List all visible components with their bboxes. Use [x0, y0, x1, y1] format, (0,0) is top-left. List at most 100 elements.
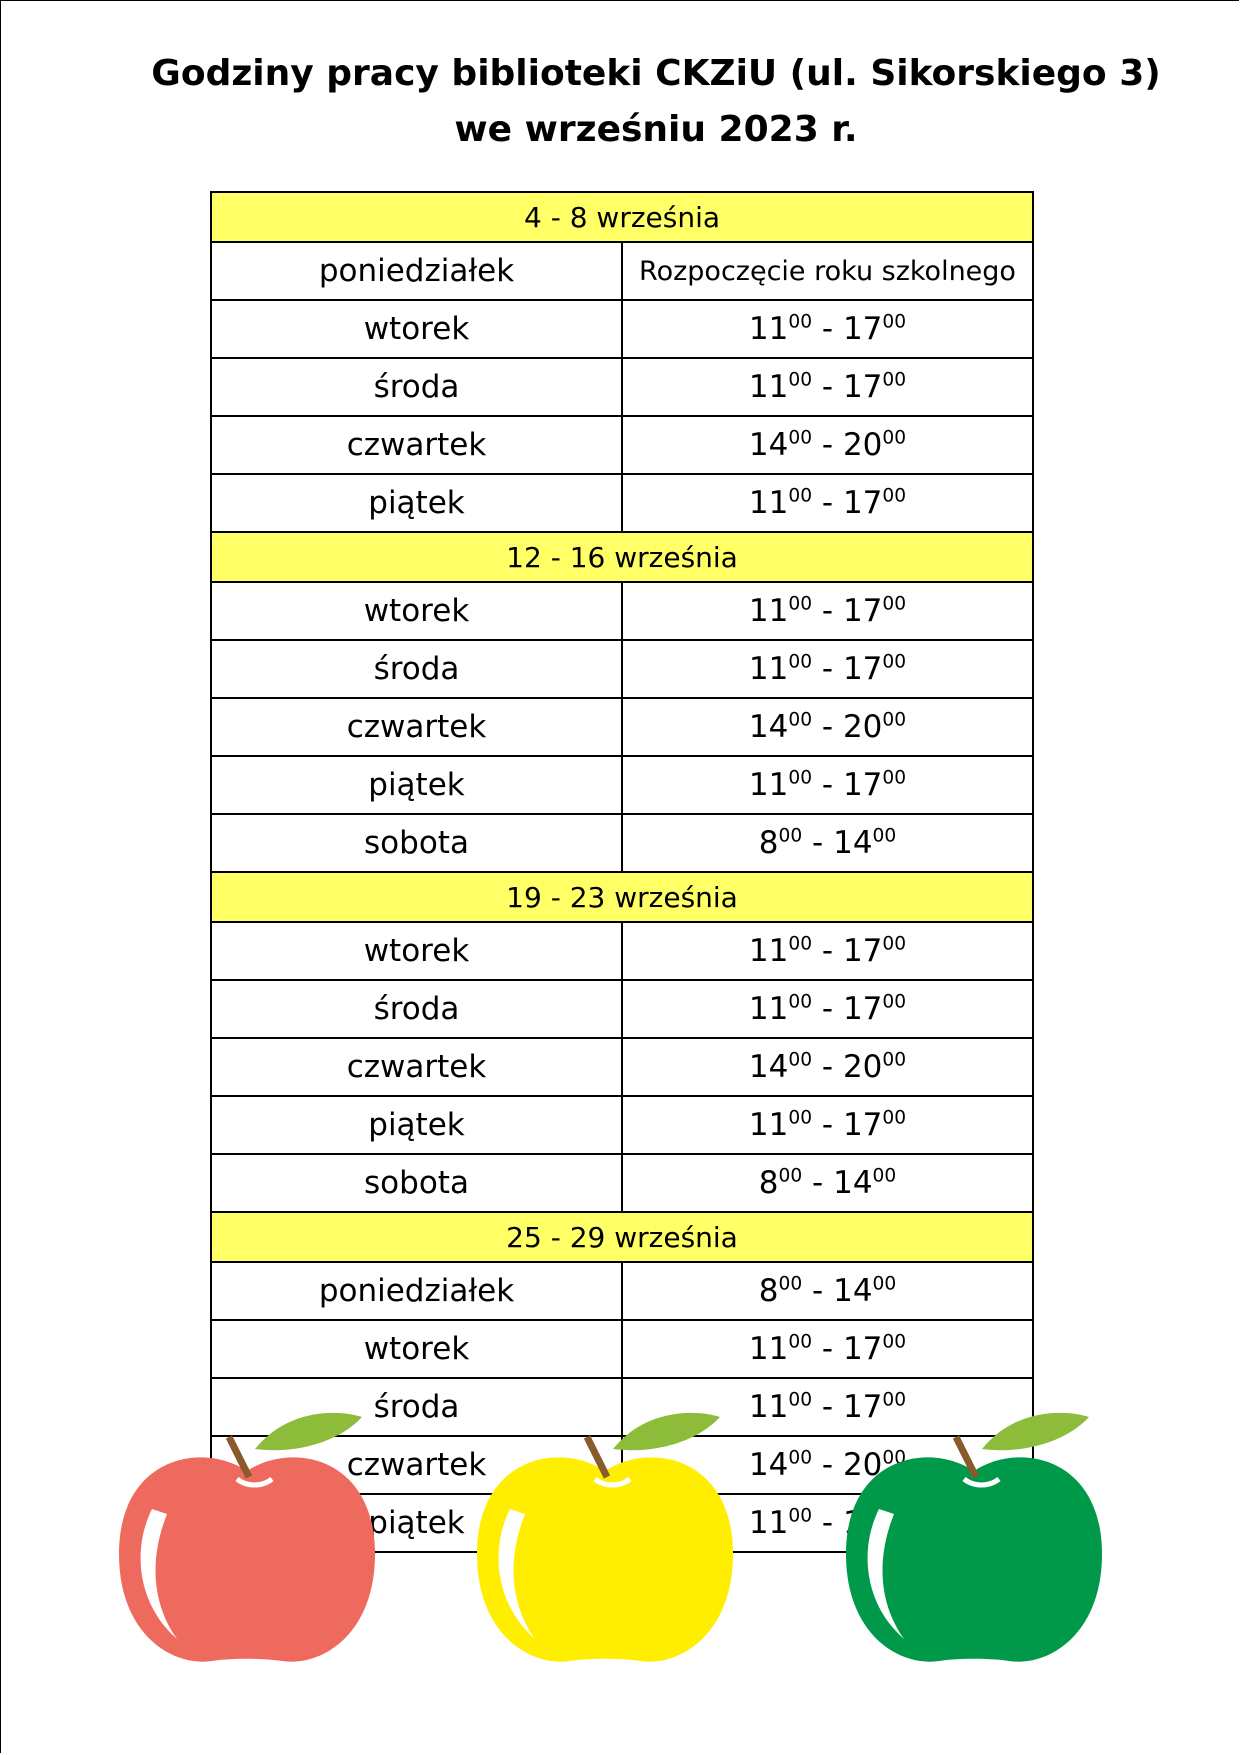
week-row: 12 - 16 września: [209, 531, 1035, 583]
hour-start: 11: [748, 311, 789, 347]
hours: 1400 - 2000: [620, 697, 1035, 757]
separator: -: [812, 1273, 824, 1309]
minute-end: 00: [882, 427, 907, 449]
day: środa: [210, 1377, 623, 1437]
day: piątek: [210, 1493, 623, 1553]
hours: 1100 - 1700: [620, 1095, 1035, 1155]
minute-start: 00: [778, 1165, 803, 1187]
week-header: 19 - 23 września: [209, 871, 1035, 923]
day: czwartek: [210, 1435, 623, 1495]
hour-end: 14: [833, 1273, 873, 1309]
hours: 1100 - 1700: [620, 755, 1035, 815]
minute-end: 00: [882, 767, 907, 789]
minute-end: 00: [882, 1389, 907, 1411]
minute-start: 00: [788, 1389, 813, 1411]
hour-start: 14: [748, 709, 789, 745]
minute-end: 00: [882, 311, 907, 333]
day-row: czwartek 1400 - 2000: [210, 1435, 1035, 1495]
day: czwartek: [210, 697, 623, 757]
separator: -: [821, 1107, 834, 1143]
hour-start: 8: [758, 1165, 779, 1201]
hour-end: 20: [842, 1447, 883, 1483]
separator: -: [821, 485, 834, 521]
hour-end: 20: [842, 1049, 883, 1085]
hours: 1100 - 1700: [620, 581, 1035, 641]
day-row: piątek 1100 - 1700: [210, 755, 1035, 815]
hour-end: 17: [842, 651, 883, 687]
day: czwartek: [210, 415, 623, 475]
day: poniedziałek: [210, 1261, 623, 1321]
separator: -: [821, 651, 834, 687]
day: piątek: [210, 1095, 623, 1155]
separator: -: [821, 991, 834, 1027]
title: Godziny pracy biblioteki CKZiU (ul. Siko…: [151, 53, 1161, 94]
hours: 1100 - 1700: [620, 639, 1035, 699]
hour-end: 17: [842, 1505, 883, 1541]
day: piątek: [210, 755, 623, 815]
day-row: środa 1100 - 1700: [210, 979, 1035, 1039]
day-row: czwartek 1400 - 2000: [210, 697, 1035, 757]
minute-end: 00: [882, 1505, 907, 1527]
minute-start: 00: [788, 1107, 813, 1129]
minute-start: 00: [788, 427, 813, 449]
minute-start: 00: [788, 709, 813, 731]
minute-start: 00: [788, 991, 813, 1013]
day-row: wtorek 1100 - 1700: [210, 299, 1035, 359]
separator: -: [821, 311, 834, 347]
day: środa: [210, 979, 623, 1039]
hour-end: 20: [842, 709, 883, 745]
day: czwartek: [210, 1037, 623, 1097]
hours: 800 - 1400: [620, 1153, 1035, 1213]
week-header: 25 - 29 września: [209, 1211, 1035, 1263]
day: wtorek: [210, 921, 623, 981]
minute-start: 00: [788, 1049, 813, 1071]
separator: -: [821, 1447, 834, 1483]
minute-end: 00: [882, 593, 907, 615]
separator: -: [812, 825, 824, 861]
day-row: sobota 800 - 1400: [210, 813, 1035, 873]
hour-end: 17: [842, 991, 883, 1027]
hour-start: 11: [748, 1389, 789, 1425]
week-header: 4 - 8 września: [209, 191, 1035, 243]
hour-start: 14: [748, 427, 789, 463]
minute-start: 00: [788, 1505, 813, 1527]
minute-end: 00: [882, 709, 907, 731]
day: piątek: [210, 473, 623, 533]
hour-start: 8: [758, 1273, 779, 1309]
hour-start: 8: [758, 825, 779, 861]
hours: 800 - 1400: [620, 1261, 1035, 1321]
day: sobota: [210, 1153, 623, 1213]
separator: -: [821, 767, 834, 803]
minute-end: 00: [882, 369, 907, 391]
hours: 1100 - 1700: [620, 921, 1035, 981]
hour-end: 14: [833, 825, 873, 861]
separator: -: [821, 1505, 834, 1541]
hours: 1100 - 1700: [620, 979, 1035, 1039]
hour-end: 17: [842, 1331, 883, 1367]
hour-end: 14: [833, 1165, 873, 1201]
minute-start: 00: [788, 485, 813, 507]
minute-end: 00: [882, 933, 907, 955]
week-row: 19 - 23 września: [209, 871, 1035, 923]
minute-end: 00: [882, 991, 907, 1013]
minute-start: 00: [778, 1273, 803, 1295]
hours: 1100 - 1700: [620, 1377, 1035, 1437]
day-row: środa 1100 - 1700: [210, 357, 1035, 417]
minute-start: 00: [788, 1447, 813, 1469]
separator: -: [821, 593, 834, 629]
day-row: sobota 800 - 1400: [210, 1153, 1035, 1213]
minute-start: 00: [788, 311, 813, 333]
separator: -: [812, 1165, 824, 1201]
minute-end: 00: [882, 1049, 907, 1071]
day-row: środa 1100 - 1700: [210, 1377, 1035, 1437]
minute-start: 00: [788, 369, 813, 391]
hour-start: 14: [748, 1447, 789, 1483]
minute-start: 00: [788, 1331, 813, 1353]
hour-end: 17: [842, 767, 883, 803]
day-row: poniedziałek Rozpoczęcie roku szkolnego: [210, 241, 1035, 301]
minute-start: 00: [788, 651, 813, 673]
hour-start: 11: [748, 593, 789, 629]
hours: 1400 - 2000: [620, 1435, 1035, 1495]
hour-start: 14: [748, 1049, 789, 1085]
